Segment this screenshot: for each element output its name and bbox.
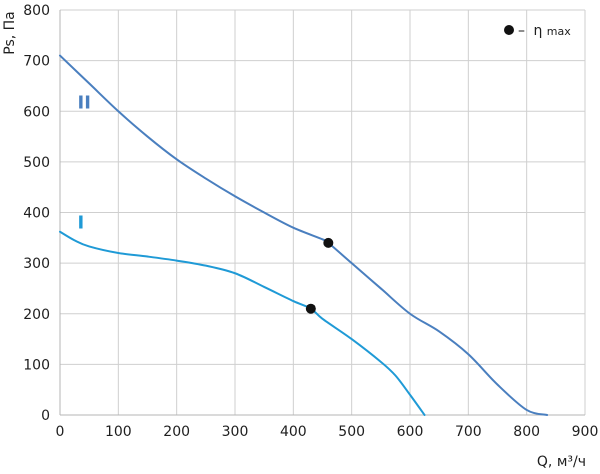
legend: – η max (504, 23, 571, 39)
legend-eta-symbol: η (533, 23, 542, 39)
y-tick-label: 200 (23, 307, 50, 323)
legend-marker (504, 25, 514, 35)
legend-subscript: max (547, 25, 571, 38)
series-line-i (59, 230, 426, 416)
x-tick-label: 100 (105, 424, 132, 440)
max-efficiency-point-i (305, 303, 316, 314)
x-tick-label: 800 (513, 424, 540, 440)
x-tick-label: 200 (163, 424, 190, 440)
x-tick-labels: 0 100 200 300 400 500 600 700 800 900 (56, 424, 599, 440)
y-tick-label: 800 (23, 3, 50, 19)
legend-label: – η max (518, 23, 571, 39)
x-tick-label: 900 (572, 424, 599, 440)
x-tick-label: 400 (280, 424, 307, 440)
x-tick-label: 500 (338, 424, 365, 440)
max-efficiency-markers (305, 237, 334, 314)
y-tick-label: 0 (41, 408, 50, 424)
y-tick-label: 300 (23, 256, 50, 272)
x-tick-label: 300 (222, 424, 249, 440)
y-tick-labels: 0 100 200 300 400 500 600 700 800 (23, 3, 50, 424)
series-lines (59, 54, 549, 416)
max-efficiency-point-ii (323, 237, 334, 248)
x-tick-label: 0 (56, 424, 65, 440)
x-tick-label: 600 (397, 424, 424, 440)
y-tick-label: 700 (23, 54, 50, 70)
y-axis-title: Ps, Па (2, 11, 18, 55)
axes (59, 10, 585, 416)
series-labels: III (78, 93, 91, 234)
y-tick-label: 500 (23, 155, 50, 171)
y-tick-label: 600 (23, 104, 50, 120)
x-tick-label: 700 (455, 424, 482, 440)
x-axis-title: Q, м³/ч (537, 454, 586, 470)
series-line-ii (59, 54, 549, 416)
y-tick-label: 400 (23, 206, 50, 222)
y-tick-label: 100 (23, 357, 50, 373)
series-label-ii: II (78, 93, 91, 114)
series-label-i: I (78, 213, 85, 234)
legend-dash: – (518, 23, 525, 39)
